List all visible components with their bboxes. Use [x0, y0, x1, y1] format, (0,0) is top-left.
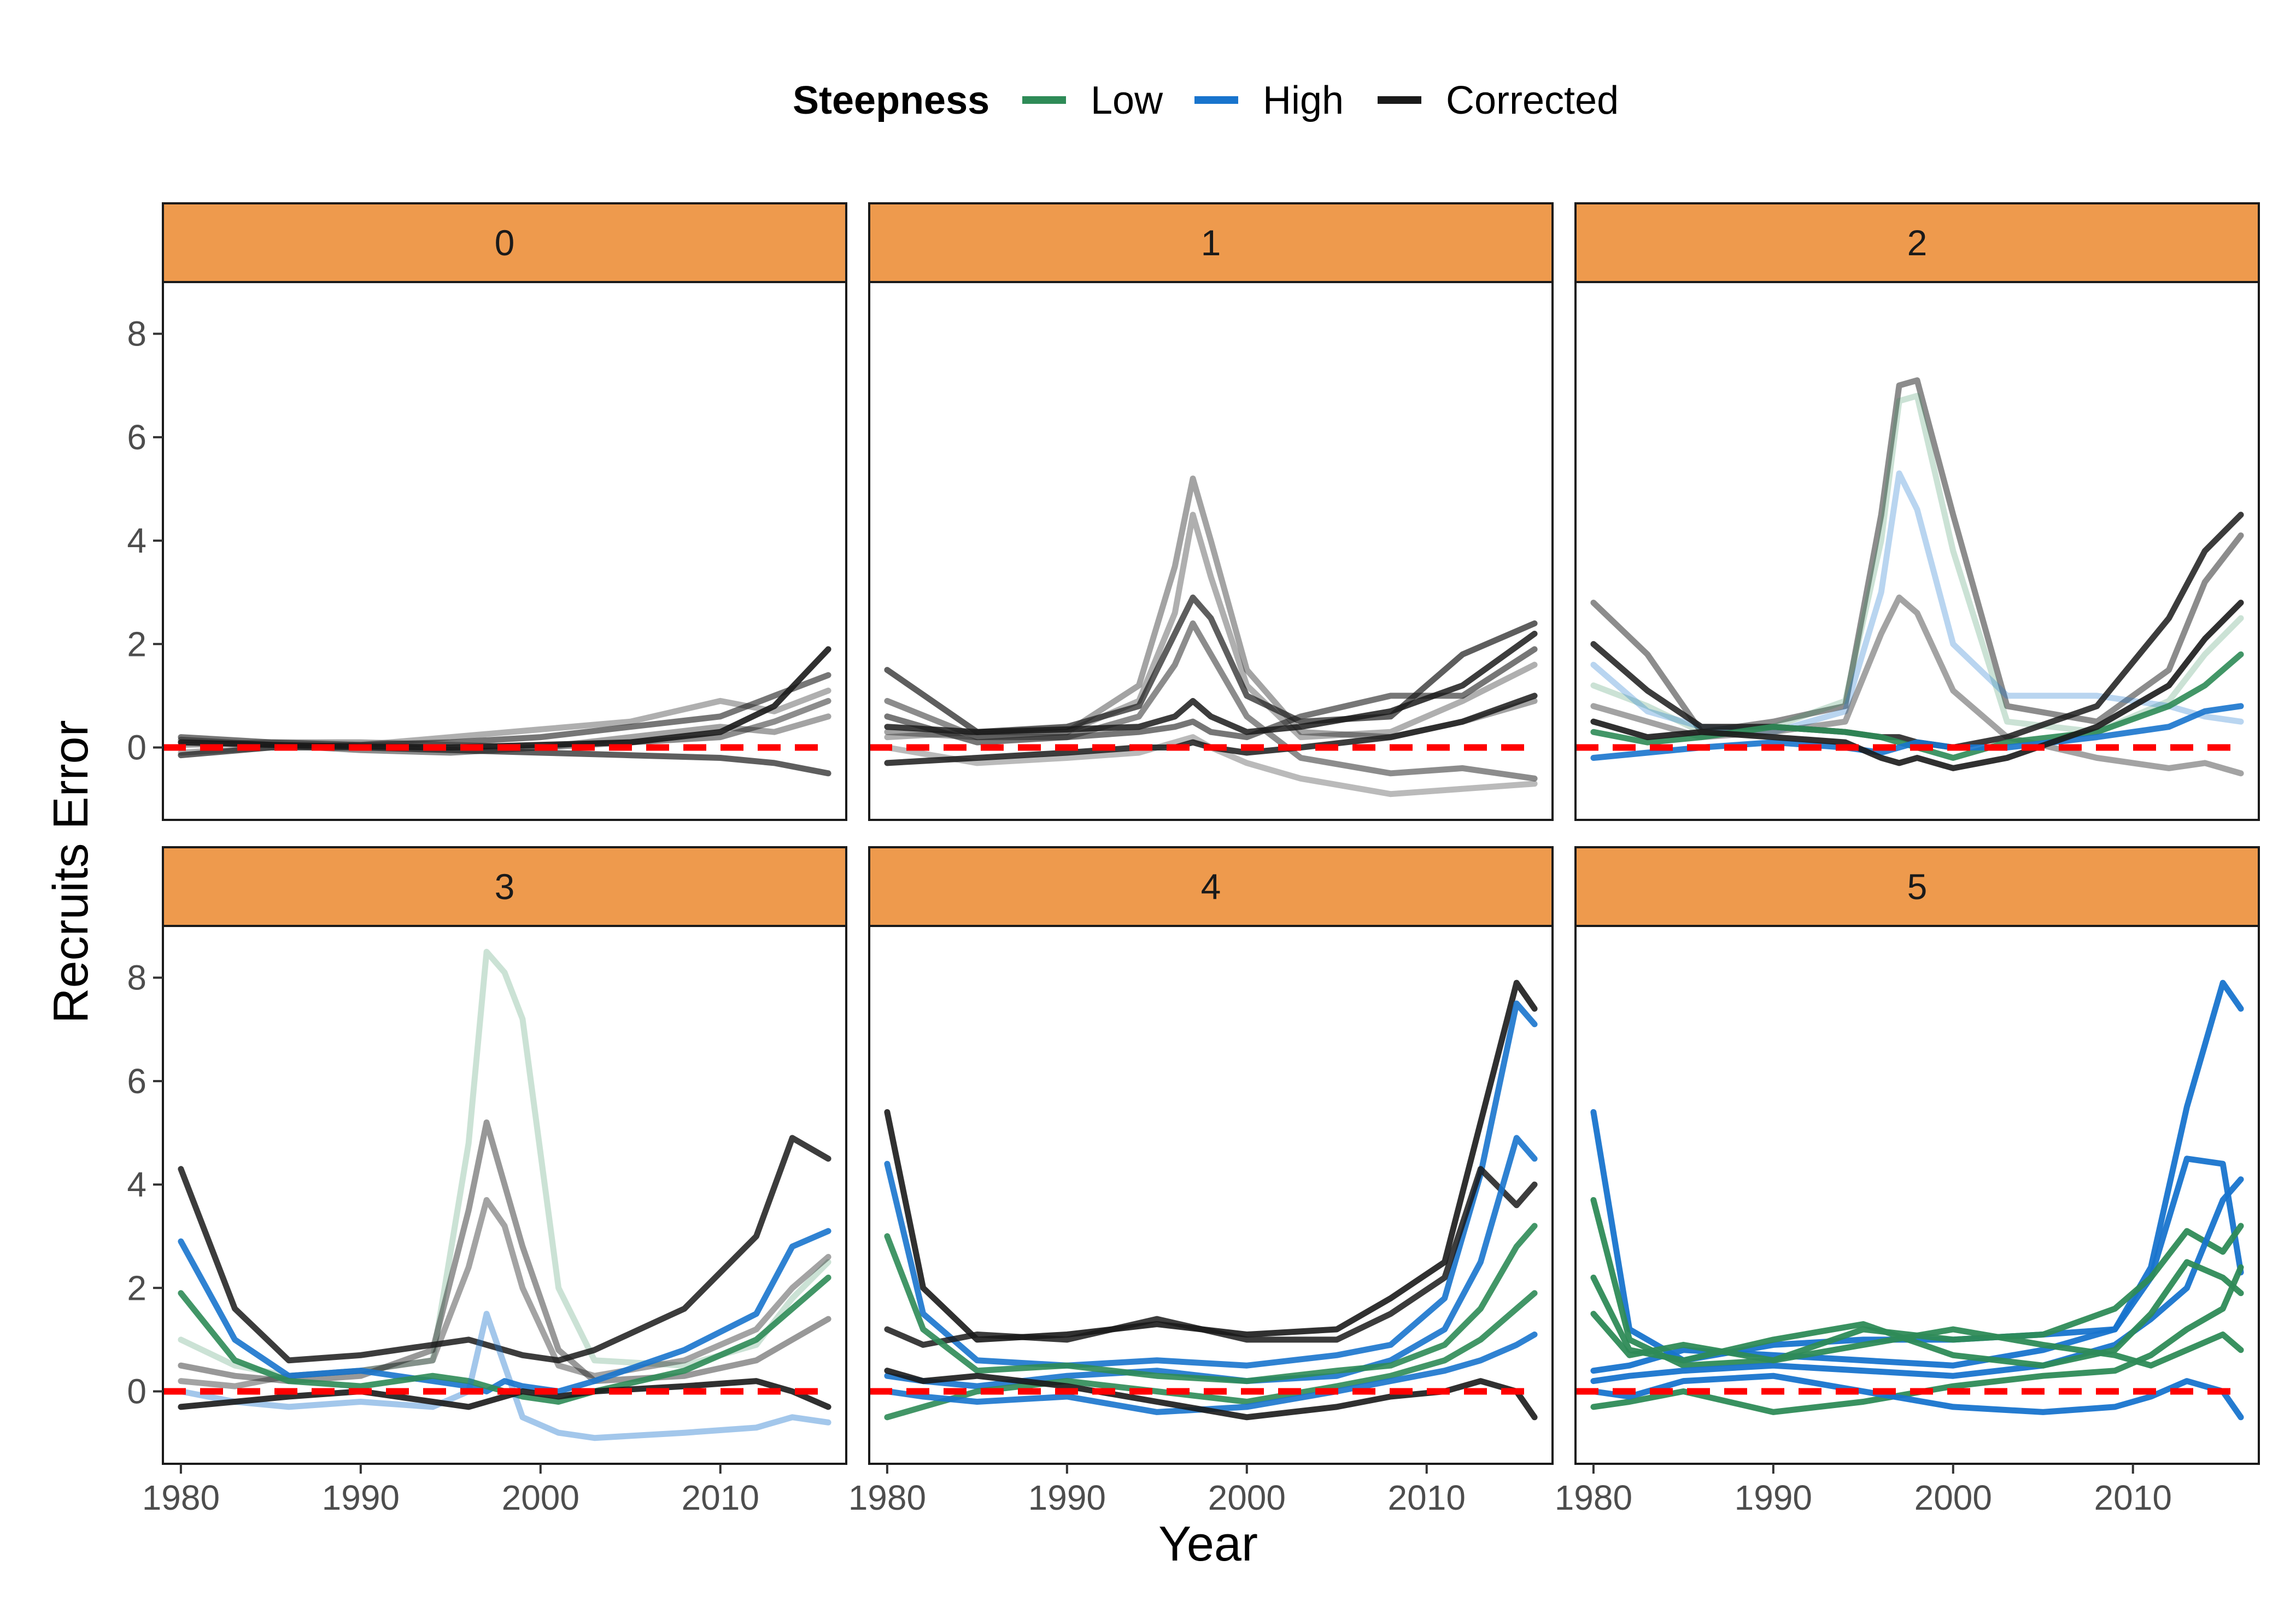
legend-label-corrected: Corrected	[1446, 79, 1619, 122]
series-line-corrected	[884, 693, 1538, 766]
series-line-low	[1590, 1264, 2244, 1415]
facet-strip-label: 4	[1201, 866, 1221, 907]
x-tick-label: 1980	[142, 1478, 220, 1517]
plot-background	[163, 282, 846, 820]
facet-panels: 0 0 2 4 6 8 1 2 3 0 2 4 6 8 1980 1990 2000 2010 4 1980 1990 2…	[127, 202, 2260, 1517]
facet-strip	[162, 202, 847, 283]
series-line-corrected	[178, 1378, 831, 1410]
series-line-corrected	[1590, 512, 2244, 750]
series-line-corrected	[178, 1135, 831, 1364]
facet-panel-1: 1	[868, 202, 1554, 821]
facet-panel-5: 5 1980 1990 2000 2010	[1555, 846, 2260, 1517]
facet-strip-label: 1	[1201, 222, 1221, 263]
facet-strip	[868, 202, 1554, 283]
series-line-high	[1590, 703, 2244, 761]
x-tick-label: 1990	[322, 1478, 400, 1517]
series-line-high	[1590, 1373, 2244, 1421]
series-group	[884, 476, 1538, 797]
facet-strip	[1574, 202, 2260, 283]
series-group	[1590, 980, 2244, 1421]
series-line-corrected	[884, 1368, 1538, 1421]
series-line-low	[1590, 1259, 2244, 1369]
y-tick-label: 4	[127, 521, 147, 560]
series-line-corrected	[178, 672, 831, 748]
series-line-low	[1590, 1311, 2244, 1369]
plot-frame	[162, 925, 847, 1465]
series-line-corrected	[178, 1119, 831, 1385]
legend-title: Steepness	[793, 79, 989, 122]
plot-frame	[1574, 281, 2260, 821]
series-line-low	[884, 1223, 1538, 1385]
y-tick-label: 4	[127, 1165, 147, 1204]
x-tick-label: 2010	[2094, 1478, 2172, 1517]
facet-panel-0: 0 0 2 4 6 8	[127, 202, 847, 821]
series-line-high	[884, 1332, 1538, 1415]
y-tick-label: 6	[127, 418, 147, 457]
series-line-high	[1590, 1176, 2244, 1385]
series-line-high	[884, 1000, 1538, 1369]
plot-frame	[868, 925, 1554, 1465]
legend: Steepness Low High Corrected	[793, 79, 1619, 122]
x-tick-label: 2000	[502, 1478, 579, 1517]
x-tick-label: 1990	[1735, 1478, 1812, 1517]
x-tick-label: 2010	[1388, 1478, 1466, 1517]
series-line-corrected	[884, 734, 1538, 797]
series-line-corrected	[884, 1166, 1538, 1348]
facet-strip-label: 2	[1907, 222, 1928, 263]
facet-strip-label: 5	[1907, 866, 1928, 907]
facet-panel-3: 3 0 2 4 6 8 1980 1990 2000 2010	[127, 846, 847, 1517]
facet-strip	[1574, 846, 2260, 927]
x-tick-label: 2000	[1914, 1478, 1992, 1517]
y-tick-label: 2	[127, 1268, 147, 1307]
y-tick-label: 0	[127, 728, 147, 767]
y-tick-label: 6	[127, 1061, 147, 1101]
plot-frame	[1574, 925, 2260, 1465]
plot-frame	[162, 281, 847, 821]
series-group	[1590, 377, 2244, 777]
x-tick-label: 1980	[848, 1478, 926, 1517]
x-tick-label: 1980	[1555, 1478, 1632, 1517]
series-line-corrected	[884, 630, 1538, 735]
series-line-corrected	[884, 980, 1538, 1343]
y-tick-label: 8	[127, 314, 147, 354]
legend-label-high: High	[1263, 79, 1344, 122]
x-tick-label: 2000	[1208, 1478, 1286, 1517]
series-line-high	[178, 1228, 831, 1394]
x-axis-title: Year	[1158, 1517, 1258, 1571]
facet-panel-4: 4 1980 1990 2000 2010	[848, 846, 1554, 1517]
y-tick-label: 0	[127, 1372, 147, 1411]
y-axis-title: Recruits Error	[44, 720, 98, 1023]
plot-frame	[868, 281, 1554, 821]
facet-strip-label: 0	[495, 222, 515, 263]
legend-label-low: Low	[1091, 79, 1163, 122]
y-tick-label: 2	[127, 624, 147, 664]
series-line-corrected	[884, 646, 1538, 746]
x-tick-label: 2010	[682, 1478, 759, 1517]
series-line-high	[178, 1311, 831, 1441]
facet-panel-2: 2	[1574, 202, 2260, 821]
x-tick-label: 1990	[1028, 1478, 1106, 1517]
facet-strip	[868, 846, 1554, 927]
series-group	[884, 980, 1538, 1421]
series-line-corrected	[178, 744, 831, 777]
y-tick-label: 8	[127, 958, 147, 998]
facet-strip-label: 3	[495, 866, 515, 907]
series-line-corrected	[1590, 600, 2244, 771]
